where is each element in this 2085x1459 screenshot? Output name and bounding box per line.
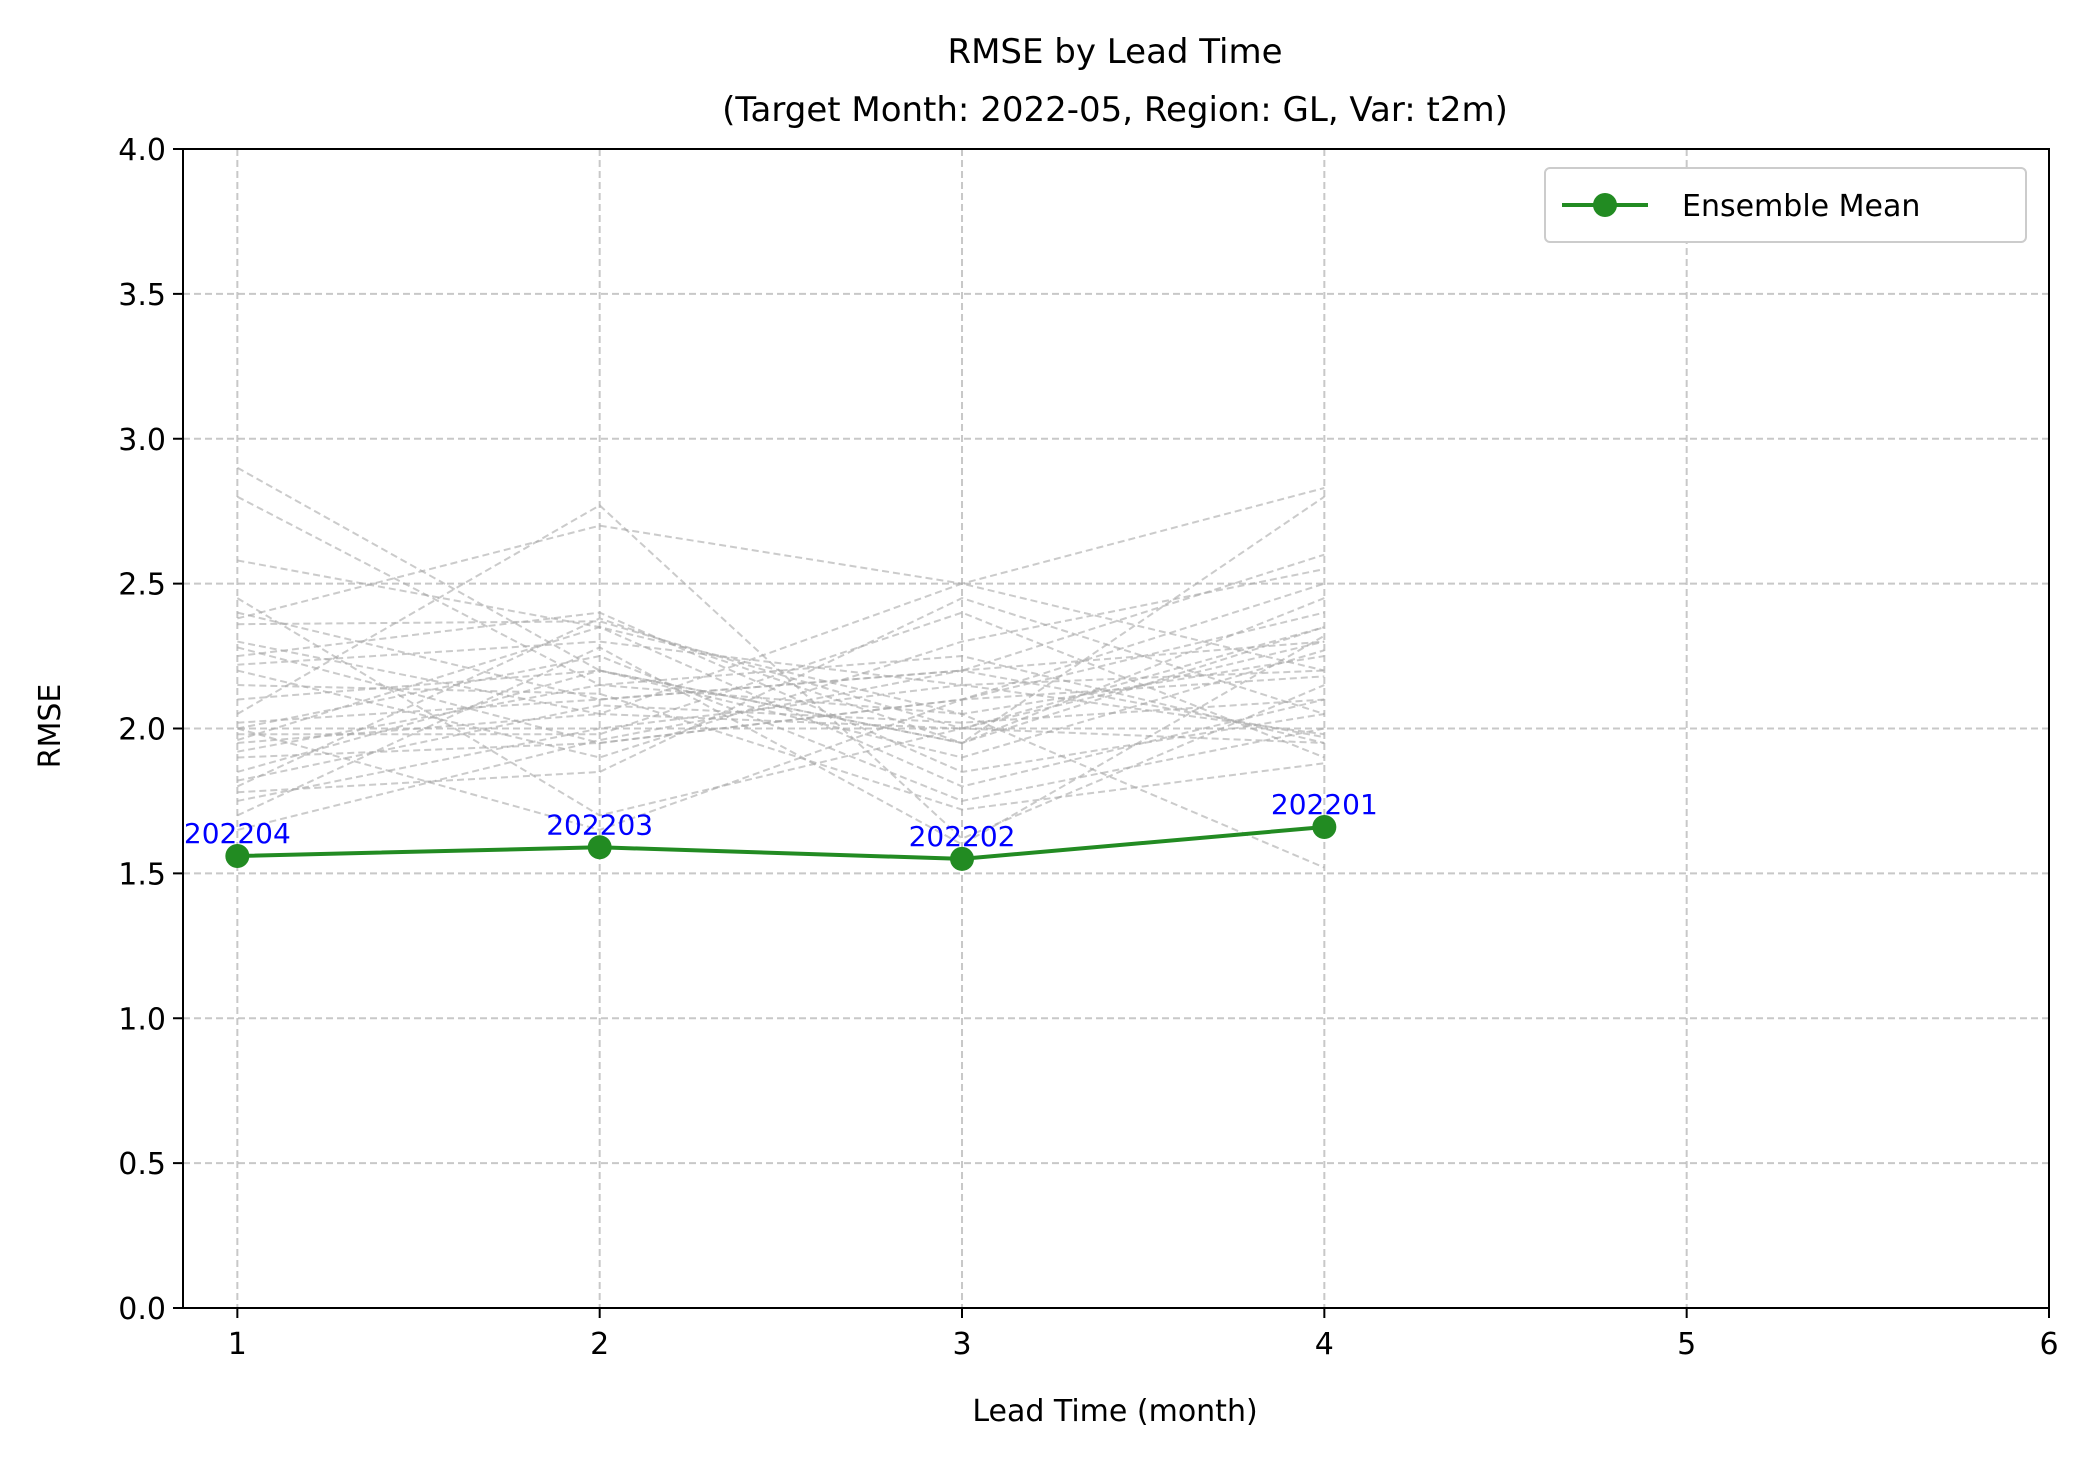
ensemble-mean-series: 202204 202203 202202 202201 [184, 788, 1378, 871]
member-line-2 [236, 495, 1325, 716]
y-tick-label: 1.5 [118, 857, 166, 892]
ensemble-mean-point [225, 843, 250, 868]
member-line-11 [237, 568, 1325, 759]
x-axis-label: Lead Time (month) [972, 1394, 1257, 1429]
axes: 1 2 3 4 5 6 0.0 0.5 1.0 1.5 2.0 2.5 3.0 3.5 4.0 [118, 133, 2058, 1362]
member-line-30 [237, 582, 1325, 831]
member-line-6 [237, 620, 1325, 744]
point-label: 202204 [184, 817, 291, 850]
ensemble-mean-point [1312, 815, 1337, 840]
x-tick-label: 3 [952, 1327, 971, 1362]
y-tick-label: 1.0 [118, 1002, 166, 1037]
point-label: 202203 [546, 808, 653, 841]
x-tick-label: 4 [1315, 1327, 1334, 1362]
y-tick-label: 0.5 [118, 1147, 166, 1182]
point-label: 202201 [1271, 788, 1378, 821]
legend: Ensemble Mean [1544, 167, 2027, 243]
x-tick-label: 2 [590, 1327, 609, 1362]
member-line-27 [237, 669, 1325, 831]
ensemble-mean-point [950, 846, 975, 871]
member-line-28 [237, 487, 1325, 620]
member-line-24 [237, 597, 1325, 794]
y-tick-label: 4.0 [118, 133, 166, 168]
y-tick-label: 2.5 [118, 568, 166, 603]
member-line-20 [237, 675, 1325, 759]
member-line-15 [237, 655, 1325, 802]
ensemble-mean-line [237, 825, 1325, 861]
x-tick-label: 6 [2039, 1327, 2058, 1362]
point-label: 202202 [909, 820, 1016, 853]
y-tick-label: 3.5 [118, 278, 166, 313]
member-line-23 [236, 597, 1325, 788]
x-tick-label: 5 [1677, 1327, 1696, 1362]
ensemble-mean-point [587, 835, 612, 860]
ensemble-member-lines [236, 466, 1325, 869]
member-line-29 [237, 684, 1325, 811]
y-tick-label: 2.0 [118, 713, 166, 748]
member-line-9 [237, 611, 1325, 773]
y-tick-label: 3.0 [118, 423, 166, 458]
chart-title: RMSE by Lead Time [947, 32, 1282, 72]
member-line-7 [237, 582, 1325, 716]
legend-marker-ensemble-mean [1593, 193, 1617, 217]
member-line-19 [237, 655, 1325, 753]
member-line-25 [237, 669, 1325, 802]
member-line-22 [237, 698, 1325, 782]
chart-subtitle: (Target Month: 2022-05, Region: GL, Var:… [722, 90, 1508, 130]
member-line-13 [236, 504, 1325, 840]
member-line-26 [236, 634, 1325, 846]
member-line-10 [237, 640, 1325, 736]
x-tick-label: 1 [228, 1327, 247, 1362]
legend-label-ensemble-mean: Ensemble Mean [1682, 189, 1920, 224]
member-line-12 [237, 495, 1325, 745]
y-tick-label: 0.0 [118, 1292, 166, 1327]
y-axis-label: RMSE [33, 684, 68, 769]
legend-box [1544, 167, 2027, 243]
member-line-16 [237, 611, 1325, 759]
